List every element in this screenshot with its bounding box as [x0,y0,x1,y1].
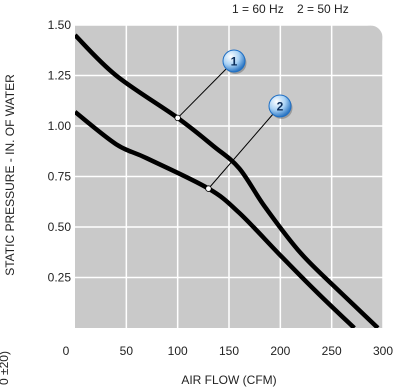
y-tick-label: 0.50 [48,220,72,234]
y-axis-title: STATIC PRESSURE - IN. OF WATER [3,74,17,276]
x-tick-label: 100 [168,344,188,358]
x-tick-label: 200 [270,344,290,358]
callout-point-2 [205,185,212,192]
y-tick-label: 0.75 [48,170,72,184]
y-tick-label: 1.00 [48,119,72,133]
callout-point-1 [174,114,181,122]
y-tick-label: 1.25 [48,69,72,83]
x-tick-label: 250 [322,344,342,358]
y-tick-label: 0.25 [48,271,72,285]
callout-badge-2: 2 [268,94,293,119]
legend-entry-2: 2 = 50 Hz [297,2,349,16]
callout-badge-1: 1 [222,49,247,74]
callout-leader-1 [177,60,235,119]
series-line-2 [75,110,356,328]
x-tick-label: 0 [63,344,70,358]
x-axis-title: AIR FLOW (CFM) [181,373,276,387]
callout-number-2: 2 [277,100,284,114]
series-line-1 [75,33,380,328]
callout-leader-2 [208,105,281,189]
x-tick-label: 300 [373,344,393,358]
y-tick-label: 1.50 [48,18,72,32]
callout-number-1: 1 [231,55,238,69]
x-tick-label: 150 [219,344,239,358]
legend-entry-1: 1 = 60 Hz [232,2,284,16]
x-tick-label: 50 [120,344,134,358]
edge-text: 0 ±20) [0,351,11,385]
